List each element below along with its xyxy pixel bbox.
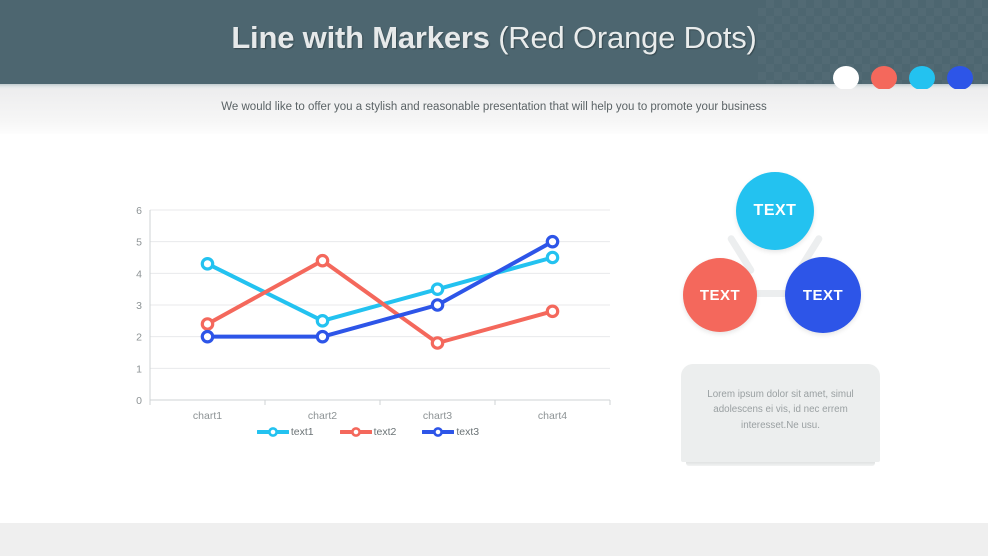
subtitle-text: We would like to offer you a stylish and… — [221, 101, 767, 113]
chart-series-lines — [205, 239, 555, 345]
series-marker-text3 — [545, 234, 560, 249]
legend-item-text2[interactable]: text2 — [339, 426, 397, 438]
y-tick-label: 4 — [136, 268, 142, 280]
series-marker-text1 — [430, 282, 445, 296]
chart-legend: text1 text2 text3 — [118, 426, 618, 438]
circle-right[interactable]: TEXT — [785, 257, 861, 333]
series-marker-text3 — [315, 329, 330, 344]
circle-diagram: TEXT TEXT TEXT — [675, 172, 890, 342]
series-marker-text2 — [430, 336, 445, 350]
series-marker-text2 — [545, 304, 560, 319]
series-marker-text2 — [200, 317, 215, 331]
chart-svg: 0 1 2 3 4 5 6 chart1 chart2 chart3 chart4 — [136, 205, 611, 422]
series-line-text1 — [205, 255, 555, 323]
header-dot-white — [833, 66, 859, 90]
legend-swatch-text3 — [422, 427, 455, 437]
chart-x-ticks — [149, 400, 611, 405]
series-marker-text3 — [200, 329, 215, 344]
circle-left-label: TEXT — [699, 286, 741, 304]
y-tick-label: 2 — [136, 332, 142, 344]
y-tick-label: 6 — [136, 205, 142, 217]
description-textbox: Lorem ipsum dolor sit amet, simul adoles… — [681, 364, 880, 462]
line-chart: 0 1 2 3 4 5 6 chart1 chart2 chart3 chart4 — [118, 195, 618, 450]
series-marker-text2 — [315, 253, 330, 268]
circle-left[interactable]: TEXT — [683, 258, 757, 332]
series-marker-text3 — [430, 298, 445, 312]
subtitle-band — [0, 89, 988, 134]
legend-label-text2: text2 — [373, 426, 397, 438]
page-title-bold: Line with Markers — [231, 20, 499, 55]
slide-header: Line with Markers (Red Orange Dots) — [0, 0, 988, 84]
x-tick-label: chart2 — [308, 410, 337, 422]
chart-x-axis-labels: chart1 chart2 chart3 chart4 — [193, 410, 567, 422]
x-tick-label: chart1 — [193, 410, 222, 422]
y-tick-label: 5 — [136, 237, 142, 249]
description-text: Lorem ipsum dolor sit amet, simul adoles… — [707, 389, 854, 431]
legend-swatch-text2 — [339, 427, 372, 437]
circle-top[interactable]: TEXT — [736, 172, 814, 250]
legend-label-text1: text1 — [290, 426, 314, 438]
series-line-text3 — [205, 239, 555, 339]
description-textbox-shadow — [686, 462, 875, 466]
y-tick-label: 0 — [136, 395, 142, 407]
series-line-text2 — [205, 258, 555, 345]
y-tick-label: 1 — [136, 363, 142, 375]
legend-item-text3[interactable]: text3 — [422, 426, 479, 438]
series-marker-text1 — [200, 257, 215, 271]
legend-label-text3: text3 — [456, 426, 480, 438]
footer-band — [0, 523, 988, 556]
x-tick-label: chart4 — [538, 410, 567, 422]
legend-item-text1[interactable]: text1 — [256, 426, 314, 438]
header-dot-blue — [947, 66, 973, 90]
legend-swatch-text1 — [256, 427, 289, 437]
header-dot-cyan — [909, 66, 935, 90]
header-divider — [0, 84, 988, 89]
chart-y-axis-labels: 0 1 2 3 4 5 6 — [136, 205, 142, 407]
series-marker-text1 — [545, 250, 560, 265]
chart-series-markers — [200, 234, 560, 350]
x-tick-label: chart3 — [423, 410, 452, 422]
circle-top-label: TEXT — [753, 202, 797, 219]
connector-left-right — [747, 290, 801, 297]
header-dot-red — [871, 66, 897, 90]
circle-right-label: TEXT — [802, 286, 844, 304]
page-title: Line with Markers (Red Orange Dots) — [0, 20, 988, 56]
page-title-light: (Red Orange Dots) — [498, 20, 757, 55]
y-tick-label: 3 — [136, 300, 142, 312]
series-marker-text1 — [315, 314, 330, 328]
